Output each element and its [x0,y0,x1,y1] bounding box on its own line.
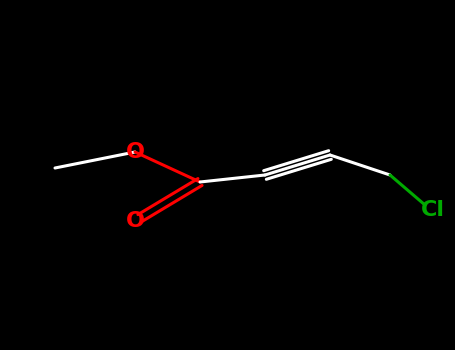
Text: O: O [126,211,145,231]
Text: O: O [126,142,145,162]
Text: Cl: Cl [421,200,445,220]
